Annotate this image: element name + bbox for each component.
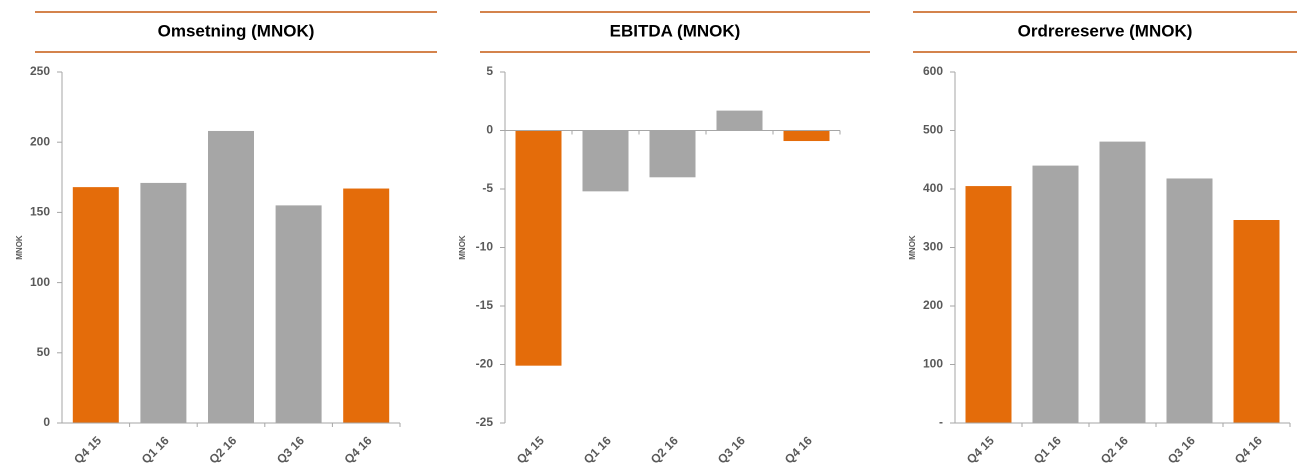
bar [1233, 220, 1280, 423]
y-tick-label: 50 [37, 345, 51, 359]
y-tick-label: -5 [482, 181, 493, 195]
x-tick-label: Q3 16 [715, 433, 748, 466]
x-tick-label: Q2 16 [1098, 433, 1131, 466]
y-tick-label: 500 [923, 123, 943, 137]
y-tick-label: 0 [43, 415, 50, 429]
bar [1099, 141, 1146, 424]
y-tick-label: -20 [476, 357, 494, 371]
bar [515, 130, 562, 366]
y-tick-label: 200 [30, 134, 50, 148]
y-tick-label: 200 [923, 298, 943, 312]
x-tick-label: Q4 15 [514, 433, 547, 466]
chart-title: Ordrereserve (MNOK) [1018, 21, 1193, 40]
bar [208, 130, 254, 423]
y-tick-label: 400 [923, 181, 943, 195]
chart-title: EBITDA (MNOK) [610, 21, 741, 40]
y-tick-label: - [939, 415, 943, 429]
y-tick-label: 150 [30, 205, 50, 219]
bar [1032, 165, 1079, 423]
y-tick-label: 250 [30, 64, 50, 78]
x-tick-label: Q4 16 [782, 433, 815, 466]
y-tick-label: 300 [923, 240, 943, 254]
bar [140, 182, 187, 423]
y-tick-label: -25 [476, 415, 494, 429]
x-tick-label: Q3 16 [1165, 433, 1198, 466]
x-tick-label: Q1 16 [581, 433, 614, 466]
y-tick-label: 100 [30, 275, 50, 289]
bar [1166, 178, 1213, 423]
x-tick-label: Q4 16 [342, 433, 375, 466]
x-tick-label: Q4 15 [964, 433, 997, 466]
x-tick-label: Q4 16 [1232, 433, 1265, 466]
y-axis-label: MNOK [908, 235, 917, 260]
x-tick-label: Q4 15 [71, 433, 104, 466]
bar [965, 186, 1012, 423]
y-tick-label: -10 [476, 240, 494, 254]
y-tick-label: 100 [923, 357, 943, 371]
bar [649, 130, 696, 178]
bar [716, 110, 763, 131]
bar [783, 130, 830, 142]
x-tick-label: Q1 16 [139, 433, 172, 466]
x-tick-label: Q2 16 [206, 433, 239, 466]
y-tick-label: 600 [923, 64, 943, 78]
x-tick-label: Q3 16 [274, 433, 307, 466]
y-tick-label: 0 [486, 123, 493, 137]
bar [343, 188, 390, 423]
chart-title: Omsetning (MNOK) [158, 21, 315, 40]
x-tick-label: Q1 16 [1031, 433, 1064, 466]
x-tick-label: Q2 16 [648, 433, 681, 466]
bar [582, 130, 629, 192]
y-tick-label: 5 [486, 64, 493, 78]
bar [72, 187, 119, 423]
y-tick-label: -15 [476, 298, 494, 312]
bar [275, 205, 322, 423]
y-axis-label: MNOK [458, 235, 467, 260]
y-axis-label: MNOK [15, 235, 24, 260]
